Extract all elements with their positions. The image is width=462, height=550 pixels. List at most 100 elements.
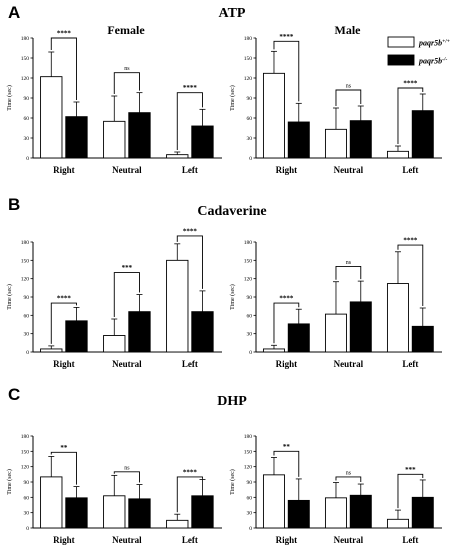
significance-bracket [397,473,424,509]
y-tick-label: 90 [24,96,30,102]
significance-label: ns [346,260,352,266]
bar-right-wildtype [262,72,285,159]
bar-right-mutant [287,121,310,159]
row-title-cadaverine: Cadaverine [197,204,266,219]
significance-label: *** [122,264,133,272]
y-tick-label: 150 [244,258,253,264]
bar-neutral-wildtype [103,335,126,353]
y-tick-label: 0 [249,156,252,162]
bar-left-wildtype [386,518,409,529]
bar-left-mutant [411,496,434,529]
y-tick-label: 120 [21,465,30,471]
significance-bracket [335,265,362,280]
chart-panel-5: 0 30 60 90 120 150 180 Time (sec) ** Right ns Neutr… [6,434,222,545]
significance-label: **** [57,30,72,38]
bar-right-mutant [65,116,88,159]
panel-letter-a: A [8,3,20,22]
y-tick-label: 0 [26,350,29,356]
y-tick-label: 90 [247,96,253,102]
significance-label: **** [183,468,198,476]
significance-label: **** [403,237,418,245]
row-title-dhp: DHP [217,394,247,409]
y-tick-label: 60 [24,495,30,501]
significance-label: **** [183,84,198,92]
category-label-left: Left [182,359,198,369]
bar-right-wildtype [262,474,285,529]
y-tick-label: 90 [247,480,253,486]
chart-panel-6: 0 30 60 90 120 150 180 Time (sec) ** Right ns Neutr… [229,434,442,545]
y-tick-label: 180 [244,36,253,42]
y-tick-label: 60 [24,116,30,122]
bar-neutral-wildtype [103,120,126,159]
bar-neutral-wildtype [103,495,126,529]
y-tick-label: 180 [21,434,30,440]
significance-bracket [273,40,300,102]
category-label-right: Right [276,359,298,369]
bar-left-wildtype [166,259,189,353]
category-label-left: Left [182,165,198,175]
legend-label-mutant: paqr5b-/- [418,57,447,66]
chart-title: Female [107,23,145,37]
significance-label: ns [346,84,352,90]
bar-neutral-wildtype [324,313,347,353]
y-tick-label: 60 [24,313,30,319]
significance-bracket [273,302,300,344]
bar-neutral-wildtype [324,128,347,159]
significance-bracket [176,92,203,150]
bar-left-wildtype [386,150,409,159]
y-tick-label: 0 [249,350,252,356]
y-tick-label: 30 [24,332,30,338]
significance-bracket [273,450,300,477]
significance-label: **** [57,295,72,303]
category-label-left: Left [182,535,198,545]
bar-left-mutant [191,125,214,159]
significance-bracket [397,244,424,306]
bar-neutral-mutant [349,120,372,159]
category-label-left: Left [402,535,418,545]
significance-label: ns [124,465,130,471]
bar-right-wildtype [40,348,63,353]
significance-bracket [50,37,77,100]
bar-right-wildtype [262,348,285,353]
y-tick-label: 0 [26,156,29,162]
category-label-neutral: Neutral [334,535,364,545]
bar-right-mutant [287,323,310,353]
bar-right-mutant [65,320,88,353]
bar-neutral-mutant [128,498,151,529]
category-label-neutral: Neutral [112,359,142,369]
category-label-neutral: Neutral [112,165,142,175]
significance-label: **** [279,33,294,41]
y-tick-label: 60 [247,495,253,501]
panel-letter-b: B [8,195,20,214]
y-tick-label: 180 [21,36,30,42]
y-tick-label: 120 [244,76,253,82]
bar-left-mutant [411,110,434,159]
y-tick-label: 150 [21,449,30,455]
significance-bracket [397,87,424,144]
significance-bracket [176,476,203,513]
category-label-right: Right [276,535,298,545]
bar-neutral-mutant [128,311,151,353]
y-tick-label: 30 [24,511,30,517]
legend-label-wildtype: paqr5b+/+ [418,39,450,48]
significance-bracket [113,272,140,317]
category-label-neutral: Neutral [334,165,364,175]
bar-left-wildtype [166,154,189,159]
bar-neutral-mutant [349,301,372,353]
significance-bracket [176,235,203,289]
bar-right-mutant [287,499,310,529]
significance-label: ** [60,444,68,452]
category-label-right: Right [53,165,75,175]
bar-left-wildtype [386,283,409,353]
y-tick-label: 90 [24,480,30,486]
bar-right-wildtype [40,476,63,529]
legend-swatch-wildtype [387,36,415,48]
y-tick-label: 120 [21,76,30,82]
significance-bracket [335,476,362,483]
significance-bracket [50,451,77,485]
category-label-right: Right [53,359,75,369]
significance-label: ** [283,443,291,451]
legend-swatch-mutant [387,54,415,66]
y-tick-label: 180 [244,434,253,440]
chart-panel-1: 0 30 60 90 120 150 180 Time (sec) Female **** Righ… [6,23,222,175]
